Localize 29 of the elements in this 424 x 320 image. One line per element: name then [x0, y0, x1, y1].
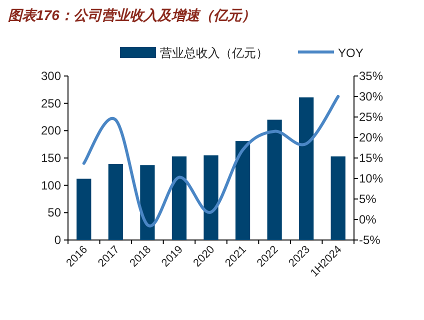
bar	[299, 97, 314, 240]
y2-tick-label: -5%	[359, 233, 381, 247]
y2-tick-label: 25%	[359, 110, 384, 124]
y-tick-label: 0	[54, 233, 62, 247]
legend-营业总收入（亿元）: 营业总收入（亿元）	[120, 46, 268, 60]
y-tick-label: 250	[40, 96, 62, 110]
y-tick-label: 150	[40, 151, 62, 165]
bar	[330, 156, 346, 240]
bar	[172, 156, 187, 240]
y2-tick-label: 30%	[359, 90, 384, 104]
y2-tick-label: 15%	[359, 151, 384, 165]
y2-tick-label: 20%	[359, 130, 384, 144]
bar	[140, 165, 155, 240]
y2-tick-label: 35%	[359, 69, 384, 83]
bar	[204, 155, 218, 240]
legend-label: YOY	[338, 46, 364, 60]
y2-tick-label: 0%	[359, 212, 377, 226]
chart-title: 图表176：公司营业收入及增速（亿元）	[8, 7, 256, 23]
y2-tick-label: 5%	[359, 192, 377, 206]
legend-label: 营业总收入（亿元）	[160, 46, 268, 60]
y-tick-label: 200	[40, 124, 62, 138]
bar	[235, 141, 250, 240]
bar	[267, 120, 282, 240]
bar	[108, 164, 123, 240]
y-tick-label: 300	[40, 69, 62, 83]
bar	[76, 178, 92, 240]
y-tick-label: 50	[48, 206, 62, 220]
y2-tick-label: 10%	[359, 172, 384, 186]
y-tick-label: 100	[40, 178, 62, 192]
